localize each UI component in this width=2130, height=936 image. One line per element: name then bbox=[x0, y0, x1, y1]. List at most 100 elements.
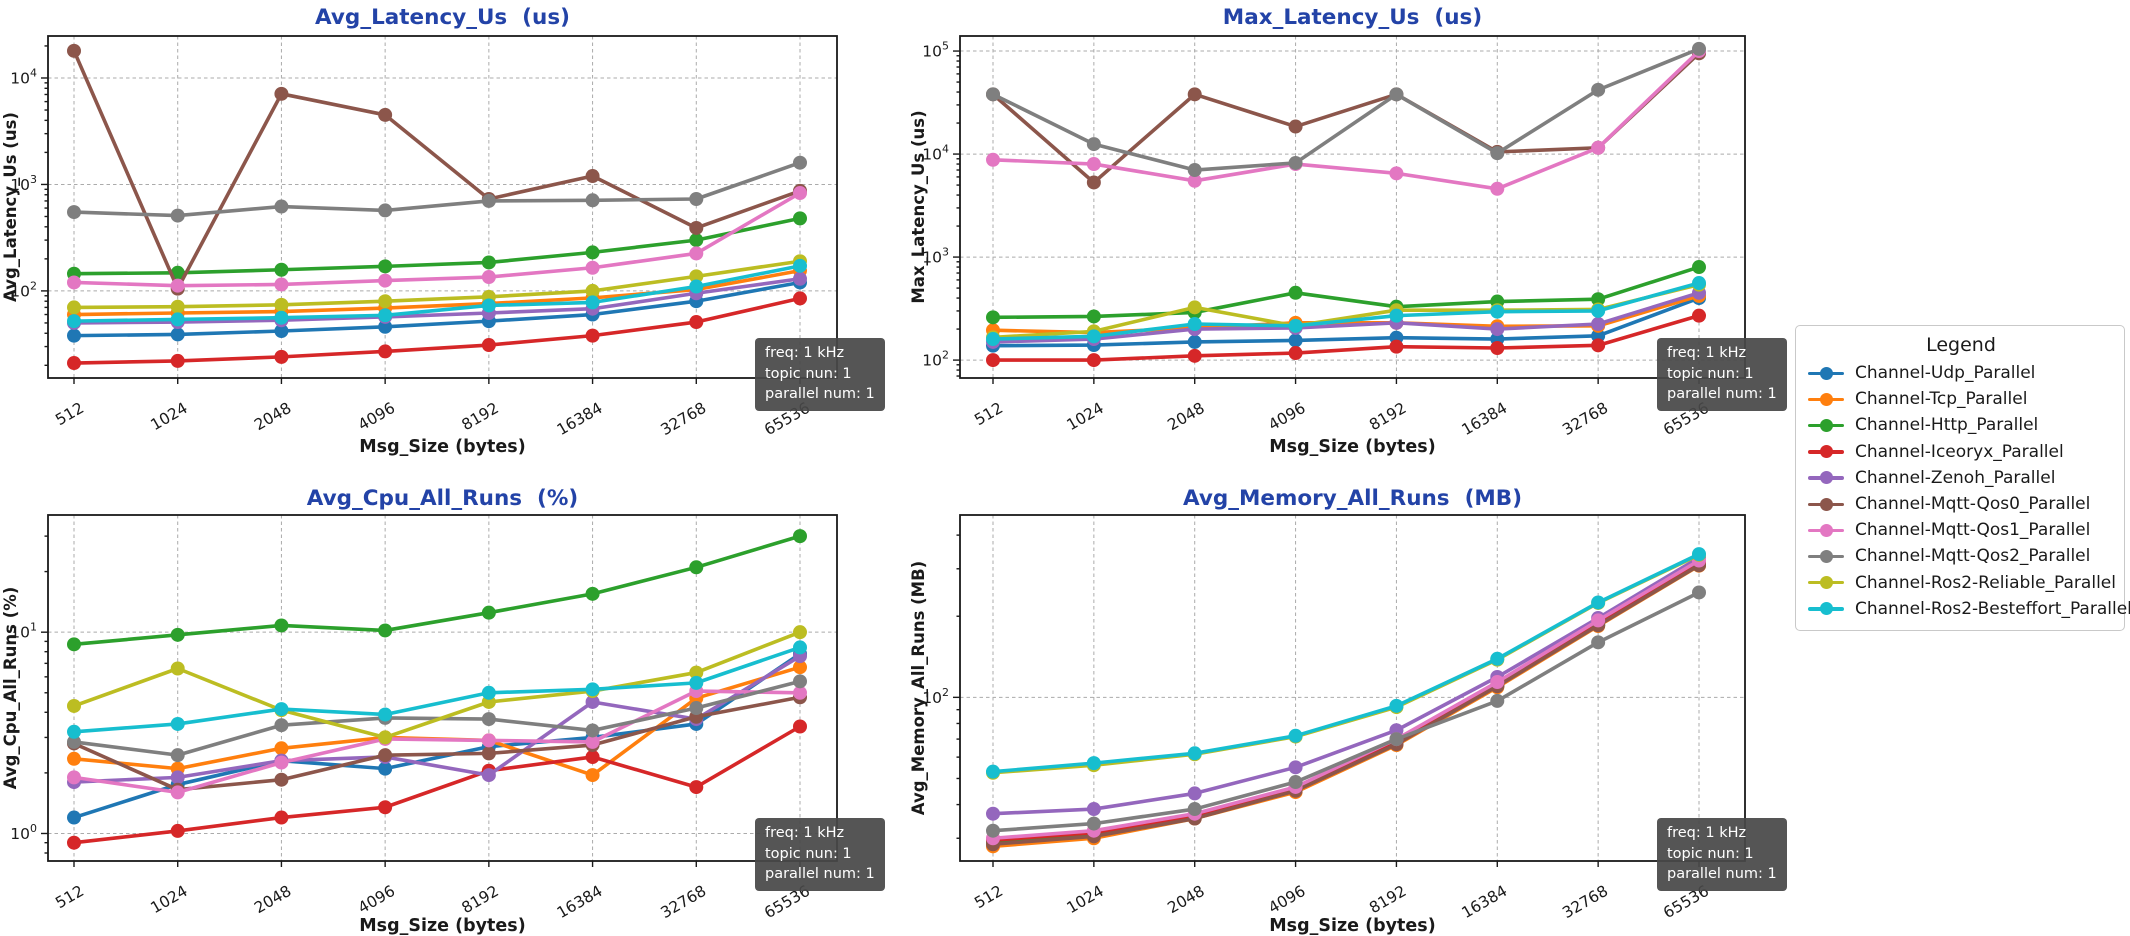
data-point bbox=[1490, 146, 1505, 161]
x-axis-label: Msg_Size (bytes) bbox=[359, 916, 525, 936]
gridlines bbox=[48, 515, 837, 861]
data-point bbox=[67, 314, 81, 329]
y-tick-label: 101 bbox=[10, 621, 37, 642]
data-point bbox=[793, 529, 807, 544]
data-point bbox=[585, 193, 600, 208]
data-point bbox=[481, 338, 496, 353]
data-point bbox=[1591, 317, 1606, 332]
series-Channel-Ros2-Besteffort_Parallel bbox=[986, 547, 1706, 779]
data-point bbox=[689, 665, 704, 680]
legend-item-label: Channel-Http_Parallel bbox=[1855, 415, 2039, 436]
series-line bbox=[72, 259, 802, 310]
data-point bbox=[67, 300, 81, 315]
data-point bbox=[1086, 157, 1101, 172]
data-point bbox=[1692, 260, 1706, 275]
data-point bbox=[1086, 329, 1101, 344]
data-point bbox=[378, 203, 393, 218]
series-line bbox=[991, 265, 1701, 320]
x-tick-label: 8192 bbox=[459, 882, 502, 917]
data-point bbox=[1086, 802, 1101, 817]
x-tick-label: 16384 bbox=[1459, 882, 1511, 922]
series-line bbox=[991, 563, 1701, 847]
data-point bbox=[1692, 308, 1706, 323]
legend-item-label: Channel-Mqtt-Qos1_Parallel bbox=[1855, 520, 2091, 541]
data-point bbox=[170, 748, 185, 763]
params-badge: freq: 1 kHz topic nun: 1 parallel num: 1 bbox=[1657, 338, 1787, 411]
data-point bbox=[274, 199, 289, 214]
x-tick-label: 16384 bbox=[554, 399, 606, 439]
x-tick-label: 2048 bbox=[251, 882, 294, 917]
data-point bbox=[793, 660, 807, 675]
x-tick-label: 1024 bbox=[148, 399, 191, 434]
data-point bbox=[481, 193, 496, 208]
plot-border bbox=[959, 35, 1746, 379]
series-Channel-Iceoryx_Parallel bbox=[67, 291, 807, 371]
data-point bbox=[585, 682, 600, 697]
x-tick-label: 4096 bbox=[355, 882, 398, 917]
data-point bbox=[481, 270, 496, 285]
badge-line-freq: freq: 1 kHz bbox=[1667, 825, 1747, 841]
x-tick-label: 32768 bbox=[658, 882, 710, 922]
series-line bbox=[72, 264, 802, 323]
data-point bbox=[689, 315, 704, 330]
badge-line-parallel: parallel num: 1 bbox=[1667, 386, 1777, 403]
chart-max-latency: 102 103 104 105 512 1024 2048 4096 8192 16384 3276… bbox=[909, 5, 1746, 457]
data-point bbox=[274, 702, 289, 717]
y-axis-label: Avg_Memory_All_Runs (MB) bbox=[909, 561, 928, 815]
data-point bbox=[378, 761, 393, 776]
data-point bbox=[378, 344, 393, 359]
legend-item-label: Channel-Ros2-Besteffort_Parallel bbox=[1855, 598, 2130, 619]
data-point bbox=[585, 283, 600, 298]
legend-marker-icon bbox=[1808, 576, 1844, 590]
x-tick-label: 4096 bbox=[1265, 882, 1308, 917]
x-tick-label: 1024 bbox=[1064, 399, 1107, 434]
data-point bbox=[1591, 635, 1606, 650]
data-point bbox=[170, 327, 185, 342]
data-point bbox=[378, 800, 393, 815]
data-point bbox=[1389, 308, 1404, 323]
legend-rows: Channel-Udp_Parallel Channel-Tcp_Parallel… bbox=[1808, 360, 2130, 622]
data-point bbox=[585, 734, 600, 749]
legend-marker-icon bbox=[1808, 471, 1844, 485]
series-line bbox=[72, 276, 802, 325]
y-tick-label: 100 bbox=[10, 822, 37, 843]
axis-ticks bbox=[41, 535, 801, 867]
data-point bbox=[1490, 693, 1505, 708]
data-point bbox=[274, 86, 289, 101]
data-point bbox=[481, 733, 496, 748]
x-tick-label: 16384 bbox=[1459, 399, 1511, 439]
data-point bbox=[793, 625, 807, 640]
data-point bbox=[170, 823, 185, 838]
data-point bbox=[170, 299, 185, 314]
data-point bbox=[378, 294, 393, 309]
legend-item: Channel-Ros2-Reliable_Parallel bbox=[1808, 570, 2116, 596]
data-point bbox=[1086, 353, 1101, 368]
data-point bbox=[1591, 292, 1606, 307]
series-Channel-Iceoryx_Parallel bbox=[67, 719, 807, 850]
y-axis-label: Avg_Latency_Us (us) bbox=[1, 112, 20, 302]
data-point bbox=[274, 718, 289, 733]
data-point bbox=[1591, 613, 1606, 628]
legend-box: Legend Channel-Udp_Parallel Channel-Tcp_P… bbox=[1795, 325, 2130, 631]
data-point bbox=[378, 107, 393, 122]
data-point bbox=[170, 716, 185, 731]
legend-item: Channel-Mqtt-Qos2_Parallel bbox=[1808, 543, 2114, 569]
series-Channel-Ros2-Besteffort_Parallel bbox=[986, 276, 1706, 347]
data-point bbox=[481, 712, 496, 727]
data-point bbox=[1692, 585, 1706, 600]
series-line bbox=[72, 534, 802, 647]
badge-line-parallel: parallel num: 1 bbox=[765, 866, 875, 883]
data-point bbox=[274, 324, 289, 339]
badge-line-topic: topic nun: 1 bbox=[1667, 365, 1754, 382]
data-point bbox=[1692, 276, 1706, 291]
data-point bbox=[170, 661, 185, 676]
series-line bbox=[72, 630, 802, 740]
y-tick-label: 104 bbox=[10, 66, 37, 87]
data-point bbox=[986, 310, 1000, 325]
x-tick-label: 4096 bbox=[355, 399, 398, 434]
data-point bbox=[481, 746, 496, 761]
data-point bbox=[793, 258, 807, 273]
data-point bbox=[67, 835, 81, 850]
data-point bbox=[1187, 802, 1202, 817]
